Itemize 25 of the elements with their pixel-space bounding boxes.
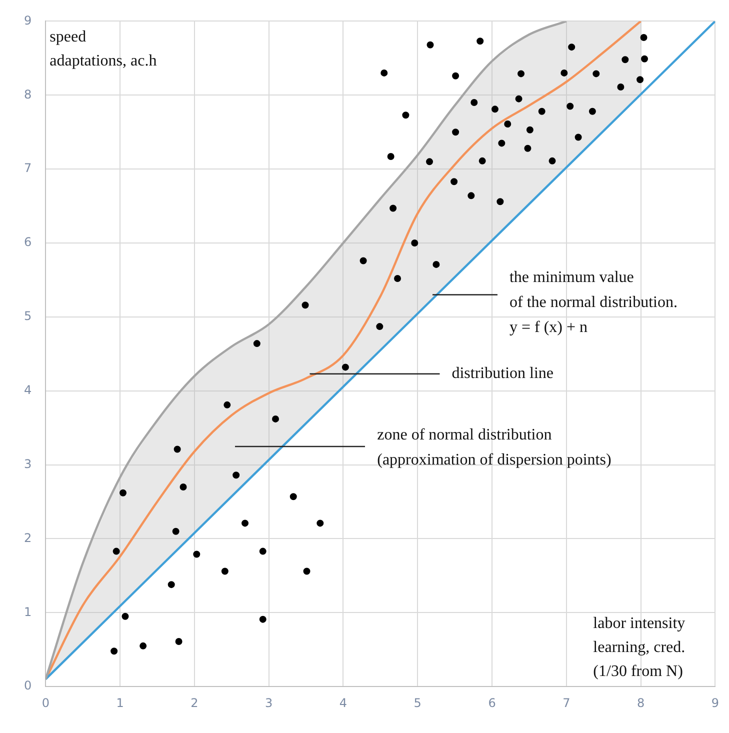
annotation: zone of normal distribution (approximation of dispersion points) bbox=[377, 426, 612, 469]
x-axis-title: labor intensity learning, cred. (1/30 from N) bbox=[593, 614, 686, 680]
y-tick-label: 2 bbox=[24, 530, 32, 545]
x-tick-label: 7 bbox=[562, 696, 570, 710]
x-tick-label: 6 bbox=[488, 696, 496, 710]
y-tick-label: 8 bbox=[24, 87, 32, 102]
y-tick-label: 9 bbox=[24, 13, 32, 28]
x-tick-label: 5 bbox=[414, 696, 422, 710]
y-tick-label: 5 bbox=[24, 309, 32, 324]
y-axis-title: speed adaptations, ac.h bbox=[50, 28, 157, 70]
y-tick-label: 4 bbox=[24, 382, 32, 397]
annotation: the minimum value of the normal distribution. y = f (x) + n bbox=[509, 268, 678, 336]
x-tick-label: 2 bbox=[190, 696, 198, 710]
x-tick-label: 0 bbox=[42, 696, 50, 710]
y-tick-label: 0 bbox=[24, 678, 32, 693]
x-tick-label: 4 bbox=[339, 696, 348, 710]
y-tick-label: 7 bbox=[24, 161, 32, 176]
y-tick-label: 1 bbox=[24, 604, 32, 619]
y-tick-label: 3 bbox=[24, 456, 32, 471]
x-tick-label: 8 bbox=[636, 696, 645, 710]
annotation: distribution line bbox=[452, 365, 554, 382]
x-tick-label: 3 bbox=[264, 696, 273, 710]
x-tick-label: 9 bbox=[711, 696, 720, 710]
y-tick-label: 6 bbox=[24, 235, 32, 250]
x-tick-label: 1 bbox=[116, 696, 124, 710]
